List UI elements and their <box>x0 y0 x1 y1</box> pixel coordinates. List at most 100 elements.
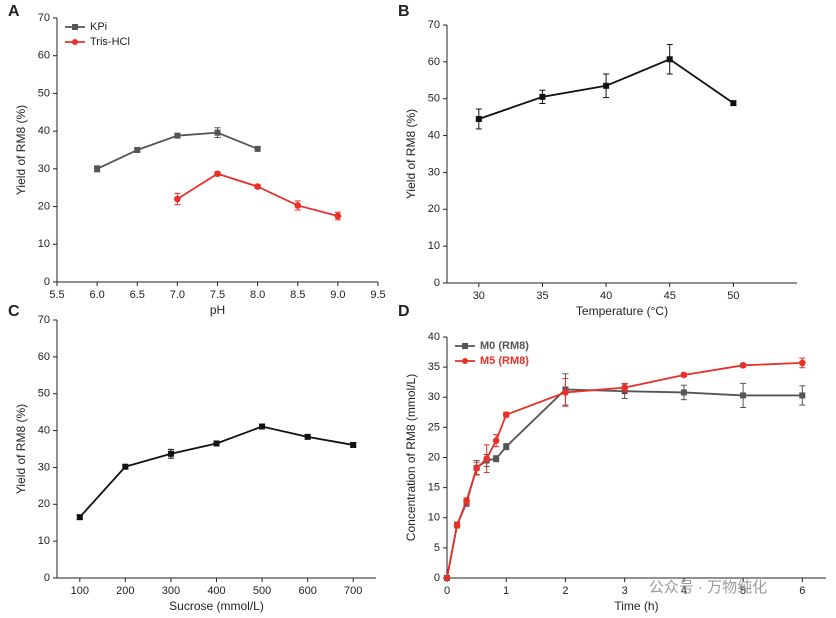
series-line <box>446 388 803 579</box>
point <box>334 212 342 220</box>
x-tick-label: 100 <box>71 585 89 597</box>
point <box>122 463 129 470</box>
y-tick-label: 30 <box>428 391 440 403</box>
y-tick-label: 60 <box>38 351 50 363</box>
y-tick-label: 30 <box>38 461 50 473</box>
y-tick-label: 40 <box>38 125 50 137</box>
legend-marker <box>72 39 78 45</box>
x-tick-label: 200 <box>116 585 134 597</box>
y-tick-label: 0 <box>44 572 50 584</box>
x-tick-label: 300 <box>162 585 180 597</box>
point <box>680 389 687 396</box>
y-tick-label: 20 <box>428 203 440 215</box>
y-tick-label: 30 <box>428 166 440 178</box>
point <box>214 170 221 178</box>
series-line <box>79 425 354 518</box>
point <box>254 183 261 190</box>
y-tick-label: 50 <box>428 93 440 105</box>
point <box>473 465 480 472</box>
x-tick-label: 7.0 <box>170 289 185 301</box>
point <box>350 441 357 448</box>
y-tick-label: 20 <box>38 498 50 510</box>
legend-label: M5 (RM8) <box>480 355 529 367</box>
x-tick-label: 7.5 <box>210 289 225 301</box>
x-tick-label: 4 <box>681 585 687 597</box>
x-tick-label: 1 <box>503 585 509 597</box>
y-axis-label: Yield of RM8 (%) <box>14 404 28 494</box>
y-tick-label: 60 <box>38 50 50 62</box>
point <box>174 195 181 203</box>
y-axis-label: Yield of RM8 (%) <box>14 105 28 195</box>
point <box>502 411 510 419</box>
x-tick-label: 8.0 <box>250 289 265 301</box>
y-tick-label: 70 <box>428 19 440 31</box>
y-tick-label: 20 <box>428 451 440 463</box>
point <box>740 392 747 399</box>
x-tick-label: 5.5 <box>49 289 64 301</box>
point <box>443 574 451 582</box>
x-tick-label: 6.0 <box>89 289 104 301</box>
panel-label: B <box>398 3 410 20</box>
x-tick-label: 400 <box>207 585 225 597</box>
x-tick-label: 8.5 <box>290 289 305 301</box>
x-tick-label: 3 <box>622 585 628 597</box>
point <box>799 359 806 367</box>
point <box>666 56 673 63</box>
point <box>562 389 569 396</box>
point <box>483 455 490 463</box>
point <box>799 392 806 399</box>
watermark: 公众号 · 万物纯化 <box>649 579 767 596</box>
point <box>294 202 302 209</box>
x-axis-label: Time (h) <box>614 599 658 613</box>
y-tick-label: 50 <box>38 87 50 99</box>
x-tick-label: 30 <box>473 290 485 302</box>
y-tick-label: 15 <box>428 482 440 494</box>
point <box>259 423 266 430</box>
series-line <box>446 362 803 579</box>
y-axis-label: Yield of RM8 (%) <box>404 109 418 199</box>
point <box>730 100 737 107</box>
point <box>94 165 101 172</box>
x-axis-label: Temperature (°C) <box>576 304 668 318</box>
y-tick-label: 40 <box>428 129 440 141</box>
point <box>304 433 311 440</box>
point <box>453 521 461 529</box>
point <box>167 450 174 457</box>
x-tick-label: 0 <box>444 585 450 597</box>
x-tick-label: 5 <box>740 585 746 597</box>
y-tick-label: 0 <box>44 276 50 288</box>
point <box>603 82 610 89</box>
panel-label: C <box>8 303 20 320</box>
point <box>539 93 546 100</box>
x-tick-label: 9.5 <box>370 289 385 301</box>
legend-label: M0 (RM8) <box>480 340 529 352</box>
point <box>475 115 482 122</box>
x-tick-label: 2 <box>562 585 568 597</box>
y-tick-label: 70 <box>38 12 50 24</box>
y-tick-label: 50 <box>38 388 50 400</box>
y-tick-label: 40 <box>428 331 440 343</box>
point <box>214 129 221 136</box>
point <box>254 145 261 152</box>
y-tick-label: 30 <box>38 163 50 175</box>
y-tick-label: 0 <box>434 572 440 584</box>
point <box>621 384 628 391</box>
x-tick-label: 40 <box>600 290 612 302</box>
y-tick-label: 10 <box>38 238 50 250</box>
point <box>739 362 747 369</box>
point <box>76 514 83 521</box>
x-tick-label: 45 <box>664 290 676 302</box>
point <box>213 440 220 447</box>
legend-label: KPi <box>90 21 107 33</box>
y-tick-label: 35 <box>428 361 440 373</box>
y-axis-label: Concentration of RM8 (mmol/L) <box>404 374 418 541</box>
x-tick-label: 50 <box>727 290 739 302</box>
point <box>463 497 470 505</box>
y-tick-label: 20 <box>38 200 50 212</box>
y-tick-label: 70 <box>38 314 50 326</box>
x-axis-label: Sucrose (mmol/L) <box>169 599 264 613</box>
legend-marker <box>462 358 468 364</box>
point <box>680 371 688 379</box>
panel-label: A <box>8 3 20 20</box>
y-tick-label: 10 <box>428 512 440 524</box>
